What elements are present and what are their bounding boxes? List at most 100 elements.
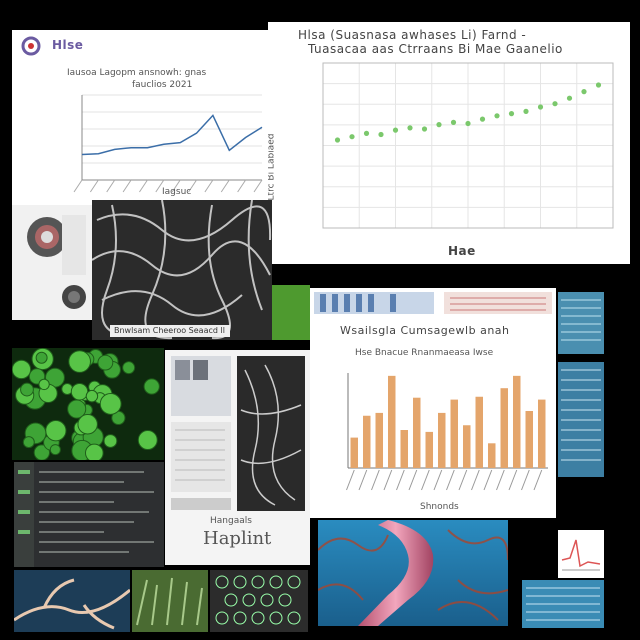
- cell: [122, 361, 136, 375]
- cell: [49, 444, 61, 456]
- cell: [20, 382, 34, 397]
- x-tick: [220, 179, 230, 193]
- cell: [22, 436, 35, 449]
- scatter-point: [334, 137, 341, 143]
- x-tick-label: [346, 469, 355, 491]
- bar-chart: [346, 373, 548, 491]
- cell: [85, 389, 99, 403]
- cell: [68, 350, 91, 373]
- scatter-point: [392, 127, 399, 133]
- cell: [35, 351, 48, 364]
- scatter-point: [537, 104, 544, 110]
- bar: [488, 443, 496, 468]
- scatter-point: [581, 89, 587, 95]
- x-axis-label: Hae: [448, 244, 476, 258]
- series-line: [81, 114, 263, 156]
- x-tick: [73, 179, 83, 193]
- bar: [363, 415, 371, 468]
- cell: [45, 420, 67, 442]
- mesh-image: [210, 570, 308, 632]
- bar: [400, 430, 408, 468]
- document-panel: Hangaals Haplint: [165, 350, 310, 565]
- scatter-point: [436, 122, 442, 128]
- doc-caption-line2: Haplint: [203, 528, 272, 549]
- header-strip: [314, 292, 552, 314]
- x-tick: [139, 179, 148, 193]
- x-tick-label: [483, 469, 493, 491]
- scatter-point: [378, 131, 384, 138]
- y-axis-label: Ltrc Bi Labiaed: [268, 133, 277, 201]
- bar: [475, 396, 483, 468]
- cell: [12, 359, 32, 380]
- cell: [70, 382, 89, 401]
- x-axis-label: Iagsuc: [162, 187, 192, 197]
- side-mini-chart: [558, 530, 604, 578]
- chart-title-line1: Hlsa (Suasnasa awhases Li) Farnd -: [298, 28, 527, 42]
- bar: [525, 411, 533, 468]
- x-tick-label: [458, 469, 468, 491]
- line-chart: [73, 94, 263, 193]
- scatter-point: [363, 130, 370, 136]
- chart-subtitle: fauclios 2021: [132, 80, 193, 90]
- x-tick: [155, 179, 165, 193]
- bar: [413, 397, 421, 468]
- x-tick: [188, 179, 197, 193]
- cell: [33, 444, 51, 460]
- cell: [77, 414, 98, 435]
- scatter-point: [494, 113, 500, 119]
- x-tick-label: [496, 469, 505, 491]
- bar: [425, 431, 433, 468]
- bar: [450, 399, 458, 468]
- cell: [137, 430, 158, 451]
- x-tick: [237, 179, 247, 193]
- bar: [500, 388, 508, 468]
- code-text-panel: [14, 462, 164, 567]
- cell: [85, 443, 104, 460]
- scatter-point: [552, 101, 558, 107]
- cell: [38, 378, 50, 391]
- plot-frame: [322, 62, 614, 229]
- side-strip-mid: [558, 362, 604, 477]
- x-tick: [122, 179, 132, 193]
- scatter-point: [421, 126, 428, 132]
- bar: [538, 399, 546, 468]
- scatter-point: [508, 111, 515, 117]
- top-left-chart-panel: Hlse Iausoa Lagopm ansnowh: gnas fauclio…: [12, 30, 270, 205]
- green-bar: [272, 285, 310, 340]
- bar: [375, 412, 383, 468]
- x-tick-label: [533, 469, 543, 491]
- top-right-chart-panel: Hlsa (Suasnasa awhases Li) Farnd - Tuasa…: [268, 22, 630, 264]
- instrument-thumbnail: [12, 205, 92, 320]
- x-tick: [106, 179, 116, 193]
- scatter-chart: [322, 62, 614, 229]
- bar: [513, 375, 521, 468]
- bar: [438, 412, 446, 468]
- x-tick-label: [358, 469, 368, 491]
- cell: [99, 392, 122, 415]
- chart-title-line2: Tuasacaa aas Ctrraans Bi Mae Gaanelio: [308, 42, 563, 56]
- image-caption: Bnwlsam Cheeroo Seaacd ll: [114, 326, 225, 335]
- x-tick-label: [508, 469, 518, 491]
- moss-image: [132, 570, 208, 632]
- x-tick-label: [383, 469, 393, 491]
- x-tick-label: [396, 469, 405, 491]
- scatter-point: [407, 125, 413, 131]
- x-tick: [253, 179, 263, 193]
- x-tick: [171, 179, 181, 193]
- scatter-point: [450, 119, 457, 125]
- x-axis-label: Shnonds: [420, 502, 459, 512]
- doc-caption-line1: Hangaals: [210, 516, 252, 526]
- scatter-point: [479, 116, 486, 122]
- microscopy-image-panel: Bnwlsam Cheeroo Seaacd ll: [92, 200, 272, 340]
- x-tick-label: [471, 469, 480, 491]
- green-cells-image: [12, 348, 164, 460]
- cell: [103, 434, 118, 448]
- scatter-point: [465, 120, 471, 127]
- cell: [67, 399, 87, 419]
- bar: [463, 425, 471, 468]
- chart-title: Wsailsgla Cumsagewlb anah: [340, 324, 510, 337]
- scatter-point: [523, 108, 529, 114]
- right-bar-chart-panel: Wsailsgla Cumsagewlb anah Hse Bnacue Rna…: [310, 288, 556, 518]
- x-tick-label: [408, 469, 418, 491]
- side-strip-top: [558, 292, 604, 354]
